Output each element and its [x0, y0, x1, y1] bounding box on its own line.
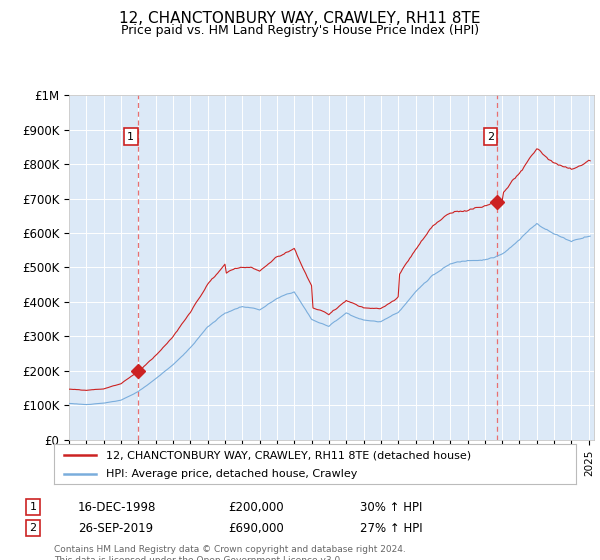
Text: 16-DEC-1998: 16-DEC-1998 — [78, 501, 157, 514]
Text: 1: 1 — [29, 502, 37, 512]
Text: Price paid vs. HM Land Registry's House Price Index (HPI): Price paid vs. HM Land Registry's House … — [121, 24, 479, 37]
Text: 12, CHANCTONBURY WAY, CRAWLEY, RH11 8TE (detached house): 12, CHANCTONBURY WAY, CRAWLEY, RH11 8TE … — [106, 450, 472, 460]
Text: 27% ↑ HPI: 27% ↑ HPI — [360, 521, 422, 535]
Text: £200,000: £200,000 — [228, 501, 284, 514]
Text: 12, CHANCTONBURY WAY, CRAWLEY, RH11 8TE: 12, CHANCTONBURY WAY, CRAWLEY, RH11 8TE — [119, 11, 481, 26]
Text: 2: 2 — [487, 132, 494, 142]
Text: £690,000: £690,000 — [228, 521, 284, 535]
Text: HPI: Average price, detached house, Crawley: HPI: Average price, detached house, Craw… — [106, 469, 358, 479]
Text: 2: 2 — [29, 523, 37, 533]
Text: Contains HM Land Registry data © Crown copyright and database right 2024.
This d: Contains HM Land Registry data © Crown c… — [54, 545, 406, 560]
Text: 26-SEP-2019: 26-SEP-2019 — [78, 521, 153, 535]
Text: 30% ↑ HPI: 30% ↑ HPI — [360, 501, 422, 514]
Text: 1: 1 — [127, 132, 134, 142]
